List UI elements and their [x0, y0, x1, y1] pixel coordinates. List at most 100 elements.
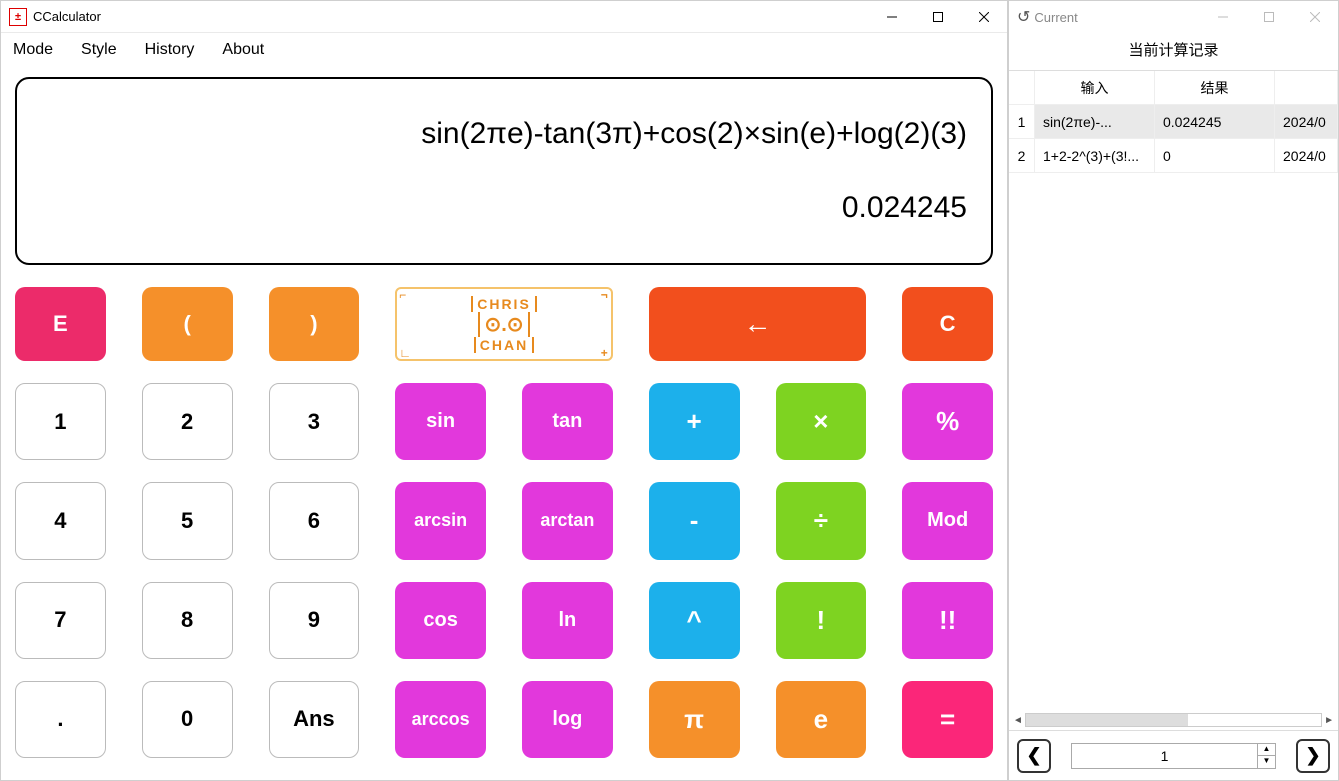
key-lparen[interactable]: (: [142, 287, 233, 361]
history-cell-result: 0: [1155, 139, 1275, 172]
key-4[interactable]: 4: [15, 482, 106, 559]
history-window: ↺ Current 当前计算记录 输入 结果 1 sin(2πe)-... 0.…: [1008, 0, 1339, 781]
history-cell-result: 0.024245: [1155, 105, 1275, 138]
window-title: CCalculator: [33, 9, 101, 24]
scroll-right-icon[interactable]: ►: [1322, 715, 1336, 726]
key-minus[interactable]: -: [649, 482, 740, 559]
key-divide[interactable]: ÷: [776, 482, 867, 559]
menu-mode[interactable]: Mode: [13, 41, 53, 59]
titlebar: ± CCalculator: [1, 1, 1007, 33]
key-dot[interactable]: .: [15, 681, 106, 758]
key-sin[interactable]: sin: [395, 383, 486, 460]
history-title: Current: [1034, 10, 1077, 25]
key-pi[interactable]: π: [649, 681, 740, 758]
history-icon: ↺: [1017, 7, 1030, 27]
key-euler[interactable]: e: [776, 681, 867, 758]
logo-box: ⌐ ¬ ∟ + CHRIS ⊙.⊙ CHAN: [395, 287, 613, 361]
history-cell-input: 1+2-2^(3)+(3!...: [1035, 139, 1155, 172]
history-pager: ❮ 1 ▲▼ ❯: [1009, 730, 1338, 780]
app-icon: ±: [9, 8, 27, 26]
corner-icon: ∟: [399, 349, 407, 357]
history-maximize-button[interactable]: [1246, 1, 1292, 33]
key-rparen[interactable]: ): [269, 287, 360, 361]
history-col-idx: [1009, 71, 1035, 104]
corner-icon: ⌐: [399, 291, 407, 299]
history-col-input[interactable]: 输入: [1035, 71, 1155, 104]
scroll-track[interactable]: [1025, 713, 1322, 727]
key-arctan[interactable]: arctan: [522, 482, 613, 559]
logo-text-top: CHRIS: [471, 296, 537, 312]
key-equals[interactable]: =: [902, 681, 993, 758]
key-multiply[interactable]: ×: [776, 383, 867, 460]
page-number-value: 1: [1072, 744, 1257, 768]
logo-eyes-icon: ⊙.⊙: [478, 312, 529, 337]
history-row[interactable]: 2 1+2-2^(3)+(3!... 0 2024/0: [1009, 139, 1338, 173]
key-arccos[interactable]: arccos: [395, 681, 486, 758]
key-tan[interactable]: tan: [522, 383, 613, 460]
key-8[interactable]: 8: [142, 582, 233, 659]
window-controls: [869, 1, 1007, 33]
history-col-result[interactable]: 结果: [1155, 71, 1275, 104]
display: sin(2πe)-tan(3π)+cos(2)×sin(e)+log(2)(3)…: [15, 77, 993, 265]
key-plus[interactable]: +: [649, 383, 740, 460]
key-cos[interactable]: cos: [395, 582, 486, 659]
history-window-controls: [1200, 1, 1338, 33]
key-mod[interactable]: Mod: [902, 482, 993, 559]
corner-icon: +: [601, 349, 609, 357]
key-9[interactable]: 9: [269, 582, 360, 659]
history-cell-input: sin(2πe)-...: [1035, 105, 1155, 138]
page-next-button[interactable]: ❯: [1296, 739, 1330, 773]
key-log[interactable]: log: [522, 681, 613, 758]
history-heading: 当前计算记录: [1009, 33, 1338, 70]
maximize-button[interactable]: [915, 1, 961, 33]
key-7[interactable]: 7: [15, 582, 106, 659]
history-col-time[interactable]: [1275, 71, 1338, 104]
page-number-input[interactable]: 1 ▲▼: [1071, 743, 1276, 769]
expression-display: sin(2πe)-tan(3π)+cos(2)×sin(e)+log(2)(3): [41, 117, 967, 151]
key-backspace[interactable]: ←: [649, 287, 867, 361]
scroll-thumb[interactable]: [1026, 714, 1188, 726]
page-prev-button[interactable]: ❮: [1017, 739, 1051, 773]
history-header-row: 输入 结果: [1009, 71, 1338, 105]
corner-icon: ¬: [601, 291, 609, 299]
history-row[interactable]: 1 sin(2πe)-... 0.024245 2024/0: [1009, 105, 1338, 139]
history-cell-idx: 2: [1009, 139, 1035, 172]
key-6[interactable]: 6: [269, 482, 360, 559]
spin-down-icon[interactable]: ▼: [1258, 756, 1275, 768]
menu-style[interactable]: Style: [81, 41, 117, 59]
scroll-left-icon[interactable]: ◄: [1011, 715, 1025, 726]
key-3[interactable]: 3: [269, 383, 360, 460]
key-double-factorial[interactable]: !!: [902, 582, 993, 659]
history-hscrollbar[interactable]: ◄ ►: [1009, 710, 1338, 730]
minimize-button[interactable]: [869, 1, 915, 33]
history-cell-time: 2024/0: [1275, 139, 1338, 172]
key-2[interactable]: 2: [142, 383, 233, 460]
key-factorial[interactable]: !: [776, 582, 867, 659]
history-minimize-button[interactable]: [1200, 1, 1246, 33]
menu-history[interactable]: History: [145, 41, 195, 59]
history-cell-time: 2024/0: [1275, 105, 1338, 138]
history-cell-idx: 1: [1009, 105, 1035, 138]
key-ln[interactable]: ln: [522, 582, 613, 659]
key-ans[interactable]: Ans: [269, 681, 360, 758]
history-close-button[interactable]: [1292, 1, 1338, 33]
spin-up-icon[interactable]: ▲: [1258, 744, 1275, 757]
key-power[interactable]: ^: [649, 582, 740, 659]
key-0[interactable]: 0: [142, 681, 233, 758]
key-e-notation[interactable]: E: [15, 287, 106, 361]
key-arcsin[interactable]: arcsin: [395, 482, 486, 559]
keypad: E ( ) ⌐ ¬ ∟ + CHRIS ⊙.⊙ CHAN ← C 123 sint…: [1, 273, 1007, 780]
close-button[interactable]: [961, 1, 1007, 33]
result-display: 0.024245: [41, 191, 967, 225]
key-clear[interactable]: C: [902, 287, 993, 361]
logo-text-bottom: CHAN: [474, 337, 534, 353]
history-titlebar: ↺ Current: [1009, 1, 1338, 33]
history-table: 输入 结果 1 sin(2πe)-... 0.024245 2024/0 2 1…: [1009, 70, 1338, 173]
key-percent[interactable]: %: [902, 383, 993, 460]
menu-about[interactable]: About: [222, 41, 264, 59]
key-1[interactable]: 1: [15, 383, 106, 460]
page-spinner[interactable]: ▲▼: [1257, 744, 1275, 768]
key-5[interactable]: 5: [142, 482, 233, 559]
calculator-window: ± CCalculator Mode Style History About s…: [0, 0, 1008, 781]
menubar: Mode Style History About: [1, 33, 1007, 67]
